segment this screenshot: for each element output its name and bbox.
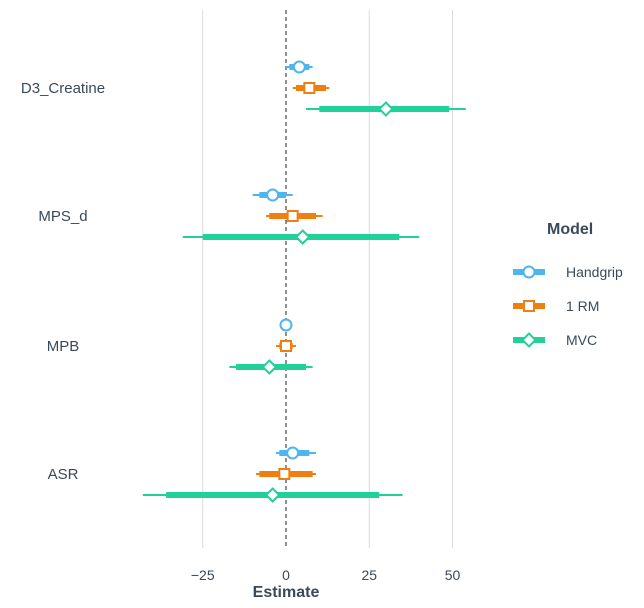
x-tick-label: −25 — [191, 567, 215, 583]
estimate-point — [294, 229, 311, 245]
estimate-point — [264, 487, 281, 503]
legend: Model Handgrip 1 RM MVC — [513, 221, 623, 348]
x-tick-label: 0 — [282, 567, 290, 583]
x-tick-label: 50 — [445, 567, 461, 583]
x-tick-labels: −25 0 25 50 — [191, 567, 461, 583]
legend-key-square-icon — [523, 300, 535, 312]
x-tick-label: 25 — [361, 567, 377, 583]
estimate-point — [280, 340, 292, 352]
category-label: MPB — [47, 338, 80, 355]
legend-label: MVC — [566, 332, 597, 348]
estimate-point — [261, 359, 278, 375]
estimate-point — [286, 446, 300, 460]
legend-key-circle-icon — [522, 265, 536, 279]
estimate-point — [377, 101, 394, 117]
legend-label: 1 RM — [566, 298, 599, 314]
category-label: ASR — [48, 466, 79, 483]
estimate-point — [279, 318, 293, 332]
grid-lines — [202, 10, 453, 548]
estimate-point — [303, 82, 316, 94]
estimate-point — [286, 210, 299, 222]
category-label: D3_Creatine — [21, 80, 105, 97]
legend-title: Model — [547, 221, 593, 238]
estimate-point — [266, 188, 280, 202]
category-label: MPS_d — [38, 208, 87, 225]
estimate-point — [278, 468, 291, 480]
data-marks — [142, 60, 466, 503]
legend-key-diamond-icon — [521, 332, 537, 348]
estimate-point — [292, 60, 306, 74]
category-labels: D3_Creatine MPS_d MPB ASR — [21, 80, 105, 483]
x-axis-title: Estimate — [253, 584, 320, 601]
legend-label: Handgrip — [566, 264, 623, 280]
